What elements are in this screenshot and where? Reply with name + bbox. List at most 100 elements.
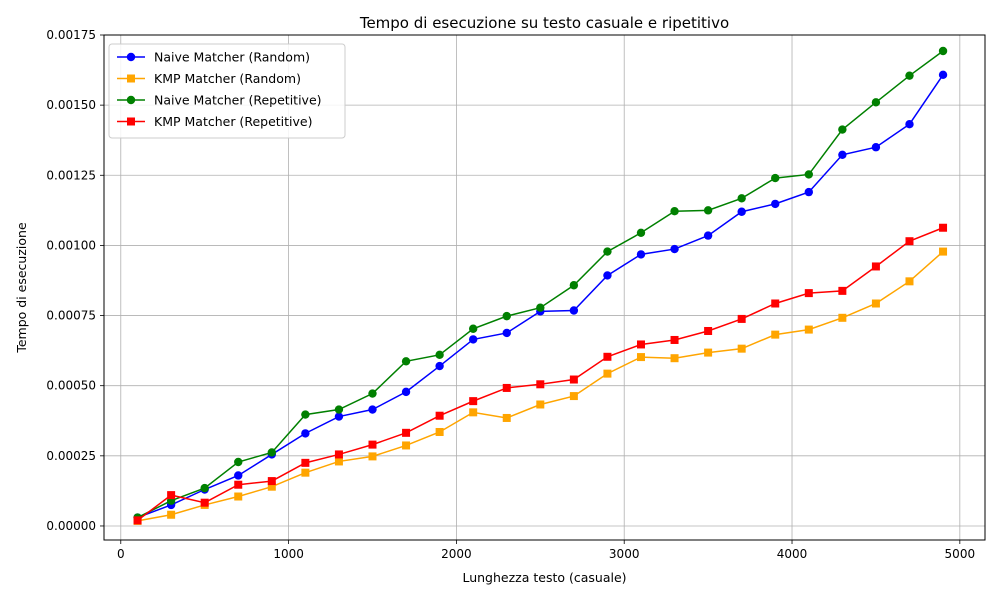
data-point [804, 170, 813, 179]
x-tick-label: 2000 [441, 547, 472, 561]
data-point [704, 348, 713, 357]
series-4 [133, 223, 948, 525]
data-point [536, 380, 545, 389]
data-point [569, 375, 578, 384]
data-point [267, 448, 277, 457]
legend-marker [127, 74, 135, 83]
data-point [838, 150, 847, 159]
y-tick-label: 0.00075 [46, 309, 96, 323]
x-tick-label: 3000 [609, 547, 640, 561]
x-tick-label: 4000 [777, 547, 808, 561]
data-point [771, 173, 780, 183]
data-point [301, 458, 310, 467]
data-point [167, 510, 176, 519]
y-axis-label: Tempo di esecuzione [14, 222, 29, 354]
series-2 [133, 247, 948, 525]
data-point [704, 326, 713, 335]
data-point [737, 344, 746, 353]
data-point [167, 491, 176, 500]
legend-marker [126, 95, 136, 105]
data-point [938, 70, 948, 80]
data-point [536, 400, 545, 409]
data-point [838, 313, 847, 322]
data-point [368, 452, 377, 461]
legend-marker [127, 117, 135, 126]
legend-box [108, 43, 346, 139]
data-point [636, 340, 645, 349]
data-point [905, 277, 914, 286]
data-point [703, 206, 713, 215]
data-point [939, 247, 948, 256]
data-point [502, 383, 511, 392]
data-point [334, 450, 343, 459]
data-point [401, 357, 411, 366]
data-point [368, 440, 377, 449]
data-point [670, 335, 679, 344]
data-point [804, 325, 813, 334]
data-point [301, 410, 310, 419]
data-point [603, 271, 612, 280]
data-point [334, 457, 343, 466]
data-point [771, 299, 780, 308]
legend: Naive Matcher (Random) KMP Matcher (Rando… [108, 43, 346, 139]
data-point [334, 405, 344, 414]
data-point [468, 335, 478, 344]
data-point [234, 480, 243, 489]
data-point [402, 428, 411, 437]
x-tick-label: 0 [117, 547, 125, 561]
data-point [670, 206, 679, 216]
series-layer [133, 46, 948, 525]
x-tick-label: 5000 [945, 547, 976, 561]
x-tick-label: 1000 [273, 547, 304, 561]
data-point [636, 250, 646, 259]
data-point [435, 350, 444, 360]
data-point [804, 187, 813, 197]
data-point [435, 361, 444, 371]
plot-frame [103, 34, 986, 541]
data-point [603, 352, 612, 361]
data-point [771, 330, 780, 339]
y-tick-label: 0.00100 [46, 238, 96, 252]
legend-label: Naive Matcher (Random) [154, 50, 310, 65]
data-point [838, 125, 847, 134]
legend-label: KMP Matcher (Random) [154, 71, 301, 86]
legend-marker [126, 52, 136, 62]
data-point [938, 46, 948, 56]
data-point [200, 498, 209, 507]
data-point [905, 120, 914, 129]
data-point [402, 441, 411, 450]
legend-label: KMP Matcher (Repetitive) [154, 114, 312, 129]
data-point [636, 228, 646, 237]
y-tick-label: 0.00025 [46, 449, 96, 463]
legend-label: Naive Matcher (Repetitive) [154, 93, 322, 108]
data-point [569, 306, 579, 315]
data-point [905, 71, 914, 80]
data-point [234, 492, 243, 501]
y-tick-label: 0.00150 [46, 98, 96, 112]
data-point [502, 413, 511, 422]
x-axis-label: Lunghezza testo (casuale) [462, 570, 626, 585]
data-point [603, 247, 612, 256]
legend-item: KMP Matcher (Random) [117, 71, 301, 86]
y-tick-label: 0.00000 [46, 519, 96, 533]
data-point [469, 397, 478, 406]
legend-item: Naive Matcher (Random) [117, 50, 310, 65]
data-point [469, 408, 478, 417]
y-tick-label: 0.00125 [46, 168, 96, 182]
data-point [368, 389, 377, 398]
data-point [468, 324, 478, 333]
data-point [703, 231, 713, 240]
y-tick-label: 0.00050 [46, 379, 96, 393]
data-point [670, 354, 679, 363]
chart-title: Tempo di esecuzione su testo casuale e r… [359, 14, 729, 32]
data-point [871, 98, 881, 107]
data-point [737, 207, 746, 216]
data-point [569, 281, 579, 290]
data-point [267, 477, 276, 486]
data-point [737, 314, 746, 323]
data-point [939, 223, 948, 232]
data-point [838, 286, 847, 295]
data-point [670, 244, 679, 254]
legend-item: Naive Matcher (Repetitive) [117, 93, 322, 108]
